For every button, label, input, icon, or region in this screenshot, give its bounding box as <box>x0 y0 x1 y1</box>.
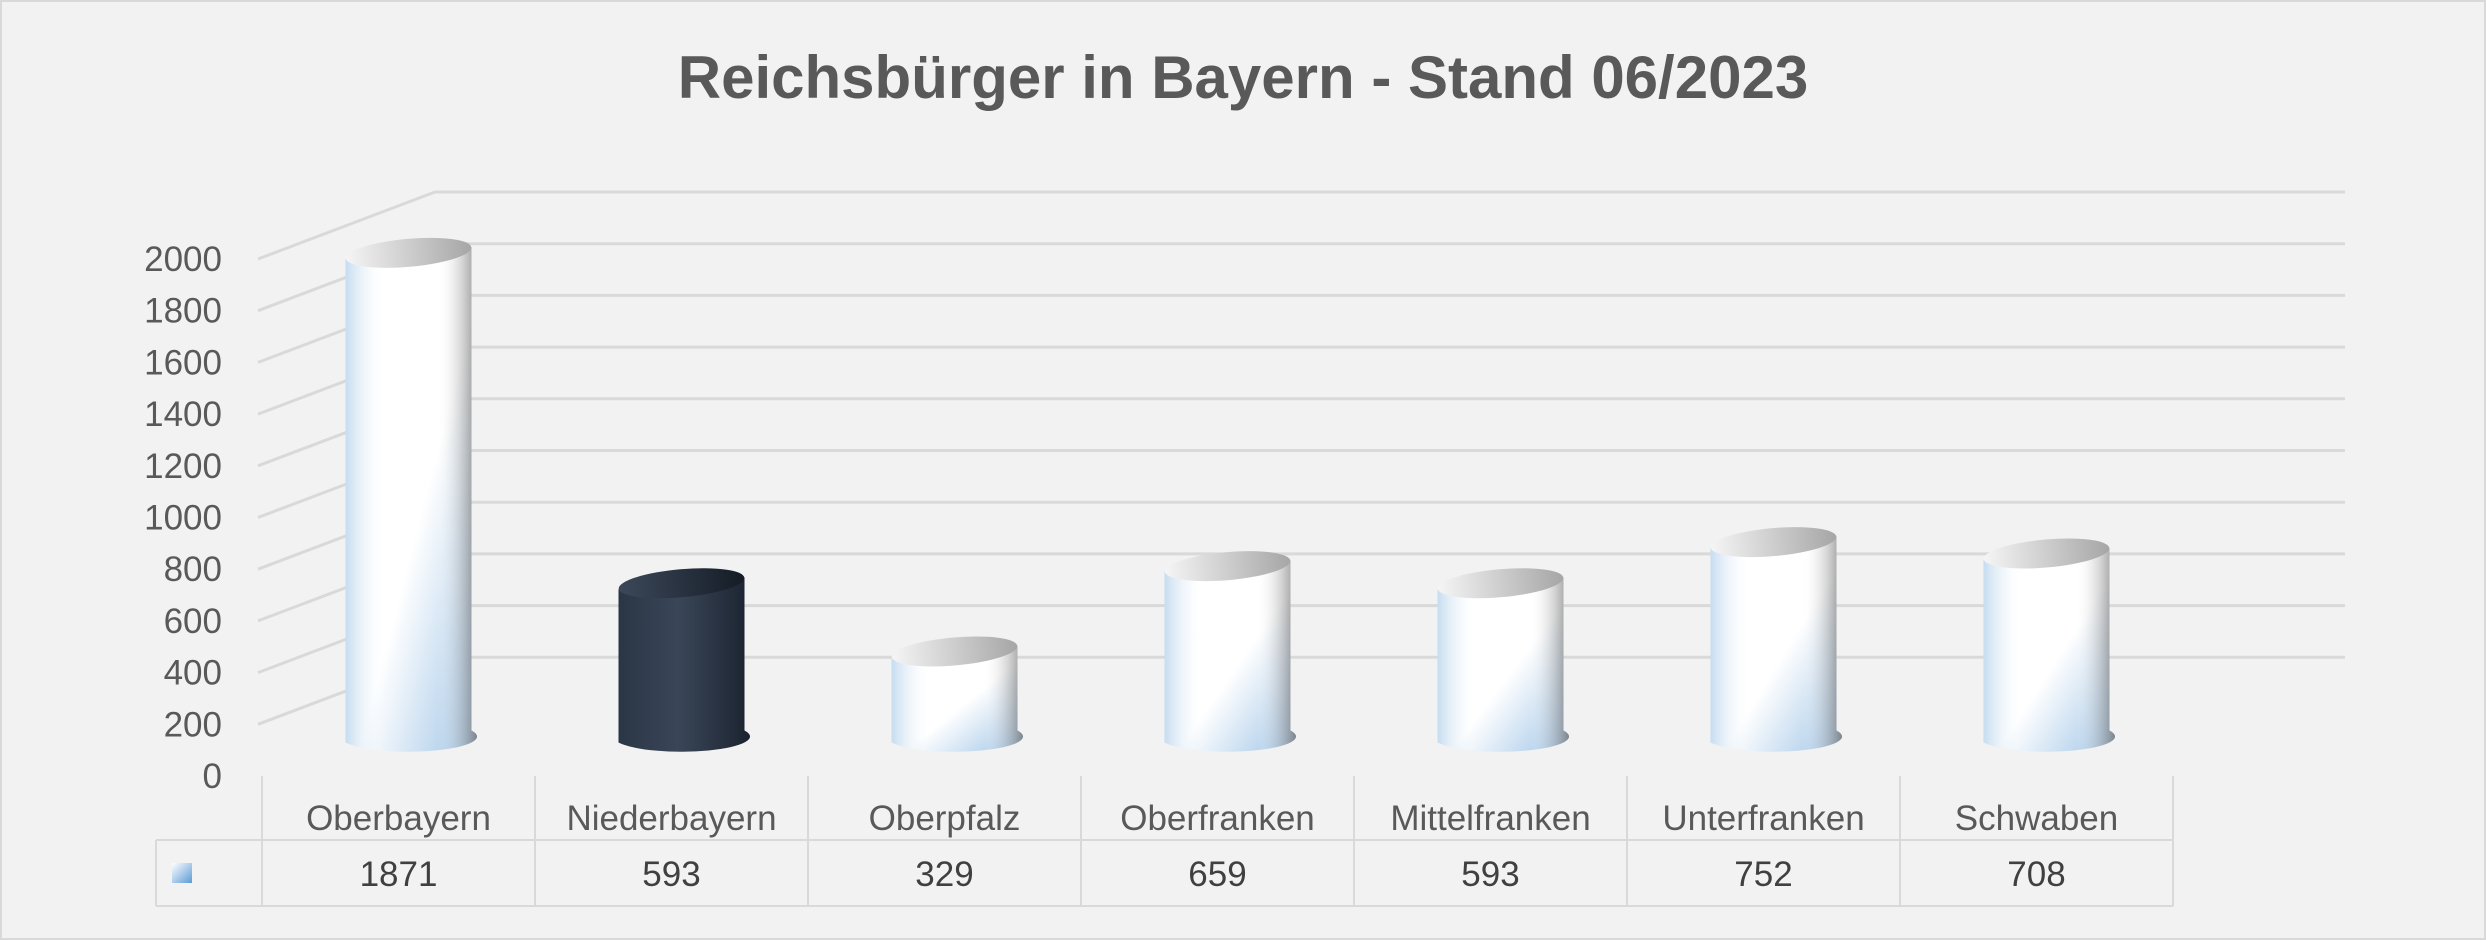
bar <box>1983 538 2116 752</box>
category-label: Niederbayern <box>566 799 776 838</box>
data-label: 329 <box>915 855 973 894</box>
bar-top <box>1437 568 1564 599</box>
bar <box>618 568 751 752</box>
y-axis-tick-labels: 0 200 400 600 800 1000 1200 1400 1600 1800 2000 <box>144 240 222 796</box>
bar <box>345 237 478 752</box>
bar-top <box>1164 551 1291 582</box>
category-label: Oberfranken <box>1120 799 1315 838</box>
data-label: 593 <box>1461 855 1519 894</box>
y-tick-label: 800 <box>164 550 222 589</box>
data-label: 752 <box>1734 855 1792 894</box>
bar-top <box>1710 527 1837 558</box>
data-table: Oberbayern 1871 Niederbayern 593 Oberpfalz 32… <box>155 776 2174 907</box>
category-label: Unterfranken <box>1662 799 1864 838</box>
bar-shading <box>891 645 1024 752</box>
bar-shading <box>1437 577 1570 752</box>
data-label: 593 <box>642 855 700 894</box>
y-tick-label: 600 <box>164 602 222 641</box>
bar-top <box>891 636 1018 667</box>
y-tick-label: 1200 <box>144 447 222 486</box>
bar <box>1164 551 1297 752</box>
y-tick-label: 2000 <box>144 240 222 279</box>
gridline-side <box>257 190 436 261</box>
y-tick-label: 1600 <box>144 343 222 382</box>
y-tick-label: 200 <box>164 705 222 744</box>
bar <box>891 636 1024 752</box>
y-tick-label: 1800 <box>144 292 222 331</box>
bar <box>1437 568 1570 752</box>
y-tick-label: 1000 <box>144 499 222 538</box>
category-label: Oberbayern <box>306 799 491 838</box>
y-tick-label: 400 <box>164 654 222 693</box>
legend-key <box>172 863 192 883</box>
category-label: Oberpfalz <box>869 799 1021 838</box>
y-tick-label: 0 <box>203 757 222 796</box>
data-label: 708 <box>2007 855 2065 894</box>
bars <box>345 237 2116 752</box>
bar-body <box>618 577 751 752</box>
bar-top <box>345 237 472 268</box>
chart-title: Reichsbürger in Bayern - Stand 06/2023 <box>678 44 1808 111</box>
y-tick-label: 1400 <box>144 395 222 434</box>
category-label: Mittelfranken <box>1390 799 1590 838</box>
data-label: 659 <box>1188 855 1246 894</box>
bar-shading <box>1983 547 2116 752</box>
category-label: Schwaben <box>1955 799 2118 838</box>
data-label: 1871 <box>360 855 438 894</box>
bar-shading <box>345 246 478 752</box>
bar-shading <box>1164 560 1297 752</box>
bar <box>1710 527 1843 752</box>
bar-top <box>1983 538 2110 569</box>
bar-shading <box>1710 536 1843 752</box>
bar-top <box>618 568 745 599</box>
